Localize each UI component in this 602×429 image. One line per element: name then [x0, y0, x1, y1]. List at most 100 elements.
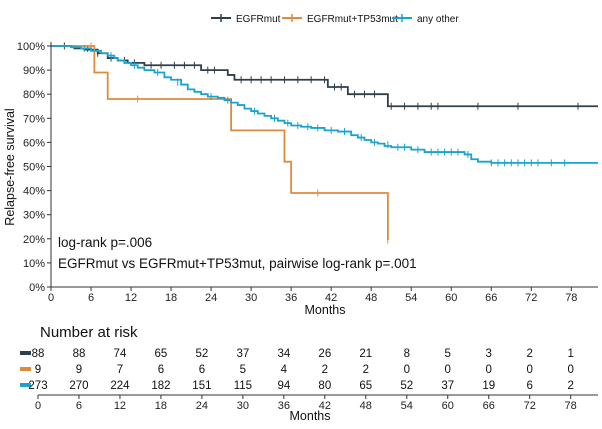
- annotation-pairwise: EGFRmut vs EGFRmut+TP53mut, pairwise log…: [58, 256, 417, 271]
- risk-count: 9: [76, 364, 82, 376]
- risk-x-tick-label: 24: [196, 400, 208, 412]
- risk-count: 1: [567, 348, 573, 360]
- risk-count: 88: [73, 348, 86, 360]
- risk-count: 26: [318, 348, 331, 360]
- x-tick-label: 36: [285, 292, 297, 304]
- risk-x-tick-label: 54: [401, 400, 413, 412]
- risk-count: 270: [69, 380, 88, 392]
- risk-count: 2: [567, 380, 573, 392]
- risk-count: 6: [199, 364, 205, 376]
- risk-table-rows: 88 88 74 65 52 37 34 26 21 8 5 3 2 19 9 7 6 6 5 4 2 2 0 0 0 0 0273…: [20, 348, 574, 392]
- risk-count: 115: [234, 380, 252, 392]
- risk-count: 151: [192, 380, 211, 392]
- x-tick-label: 6: [88, 292, 94, 304]
- risk-x-axis-label: Months: [290, 409, 331, 423]
- annotation-logrank: log-rank p=.006: [58, 235, 152, 250]
- y-tick-label: 20%: [23, 234, 45, 246]
- y-tick-label: 100%: [17, 41, 45, 53]
- x-tick-label: 60: [445, 292, 457, 304]
- risk-count: 9: [35, 364, 41, 376]
- risk-x-tick-label: 12: [114, 400, 126, 412]
- y-tick-label: 60%: [23, 137, 45, 149]
- risk-count: 19: [482, 380, 495, 392]
- risk-count: 0: [404, 364, 410, 376]
- y-tick-label: 80%: [23, 89, 45, 101]
- legend-label: EGFRmut: [236, 14, 281, 25]
- legend-label: EGFRmut+TP53mut: [307, 14, 398, 25]
- risk-count: 224: [110, 380, 130, 392]
- risk-count: 52: [196, 348, 209, 360]
- risk-table: Number at risk 88 88 74 65 52 37 34 26 21 8 5 3 2 19 9…: [20, 324, 598, 423]
- risk-count: 65: [359, 380, 372, 392]
- x-tick-label: 54: [405, 292, 417, 304]
- survival-curve: [51, 45, 389, 241]
- risk-count: 7: [117, 364, 123, 376]
- risk-row-swatch: [20, 351, 31, 355]
- risk-count: 88: [32, 348, 45, 360]
- risk-count: 2: [527, 348, 533, 360]
- y-tick-label: 30%: [23, 210, 45, 222]
- y-tick-label: 70%: [23, 113, 45, 125]
- risk-count: 8: [404, 348, 410, 360]
- risk-x-tick-label: 36: [278, 400, 290, 412]
- risk-count: 0: [527, 364, 533, 376]
- risk-count: 52: [400, 380, 413, 392]
- x-axis-label: Months: [305, 303, 346, 317]
- x-tick-label: 42: [325, 292, 337, 304]
- risk-count: 94: [277, 380, 290, 392]
- y-tick-label: 90%: [23, 65, 45, 77]
- survival-curves: [51, 42, 598, 244]
- risk-count: 0: [567, 364, 573, 376]
- plot-axes: 0% 10% 20% 30% 40% 50% 60% 70% 80% 90% 100% 0 6 12 18 2…: [17, 41, 598, 304]
- survival-curve: [51, 45, 598, 108]
- risk-count: 3: [486, 348, 492, 360]
- y-axis-label: Relapse-free survival: [3, 108, 17, 225]
- risk-table-axis: 0 6 12 18 24 30 36 42 48 54 60 66 72 78: [35, 394, 598, 412]
- risk-count: 37: [441, 380, 454, 392]
- risk-x-tick-label: 0: [35, 400, 41, 412]
- y-tick-label: 40%: [23, 186, 45, 198]
- x-tick-label: 78: [565, 292, 577, 304]
- risk-count: 65: [155, 348, 168, 360]
- risk-count: 5: [240, 364, 246, 376]
- risk-x-tick-label: 30: [237, 400, 249, 412]
- risk-x-tick-label: 42: [319, 400, 331, 412]
- risk-count: 74: [114, 348, 127, 360]
- risk-x-tick-label: 72: [524, 400, 536, 412]
- risk-row-swatch: [20, 383, 31, 387]
- risk-count: 4: [281, 364, 288, 376]
- x-tick-label: 0: [48, 292, 54, 304]
- risk-count: 80: [318, 380, 331, 392]
- x-tick-label: 48: [365, 292, 377, 304]
- risk-x-tick-label: 6: [76, 400, 82, 412]
- x-tick-label: 12: [125, 292, 137, 304]
- risk-count: 0: [486, 364, 492, 376]
- x-tick-label: 30: [245, 292, 257, 304]
- risk-count: 273: [28, 380, 47, 392]
- risk-count: 34: [277, 348, 290, 360]
- risk-x-tick-label: 78: [565, 400, 577, 412]
- risk-count: 21: [359, 348, 372, 360]
- legend-label: any other: [417, 14, 459, 25]
- legend: EGFRmut EGFRmut+TP53mut any other: [211, 14, 459, 25]
- risk-count: 2: [322, 364, 328, 376]
- survival-curve: [51, 45, 598, 164]
- risk-count: 0: [445, 364, 451, 376]
- risk-count: 2: [363, 364, 369, 376]
- risk-x-tick-label: 60: [442, 400, 454, 412]
- y-tick-label: 50%: [23, 162, 45, 174]
- x-tick-label: 24: [205, 292, 217, 304]
- risk-row-swatch: [20, 367, 31, 371]
- risk-count: 6: [158, 364, 164, 376]
- x-tick-label: 72: [525, 292, 537, 304]
- risk-count: 37: [236, 348, 249, 360]
- risk-count: 6: [527, 380, 533, 392]
- x-tick-label: 18: [165, 292, 177, 304]
- risk-x-tick-label: 18: [155, 400, 167, 412]
- y-tick-label: 0%: [29, 282, 45, 294]
- x-tick-label: 66: [485, 292, 497, 304]
- risk-x-tick-label: 48: [360, 400, 372, 412]
- plot-area: 0% 10% 20% 30% 40% 50% 60% 70% 80% 90% 100% 0 6 12 18 2…: [3, 41, 598, 317]
- risk-table-title: Number at risk: [40, 324, 138, 341]
